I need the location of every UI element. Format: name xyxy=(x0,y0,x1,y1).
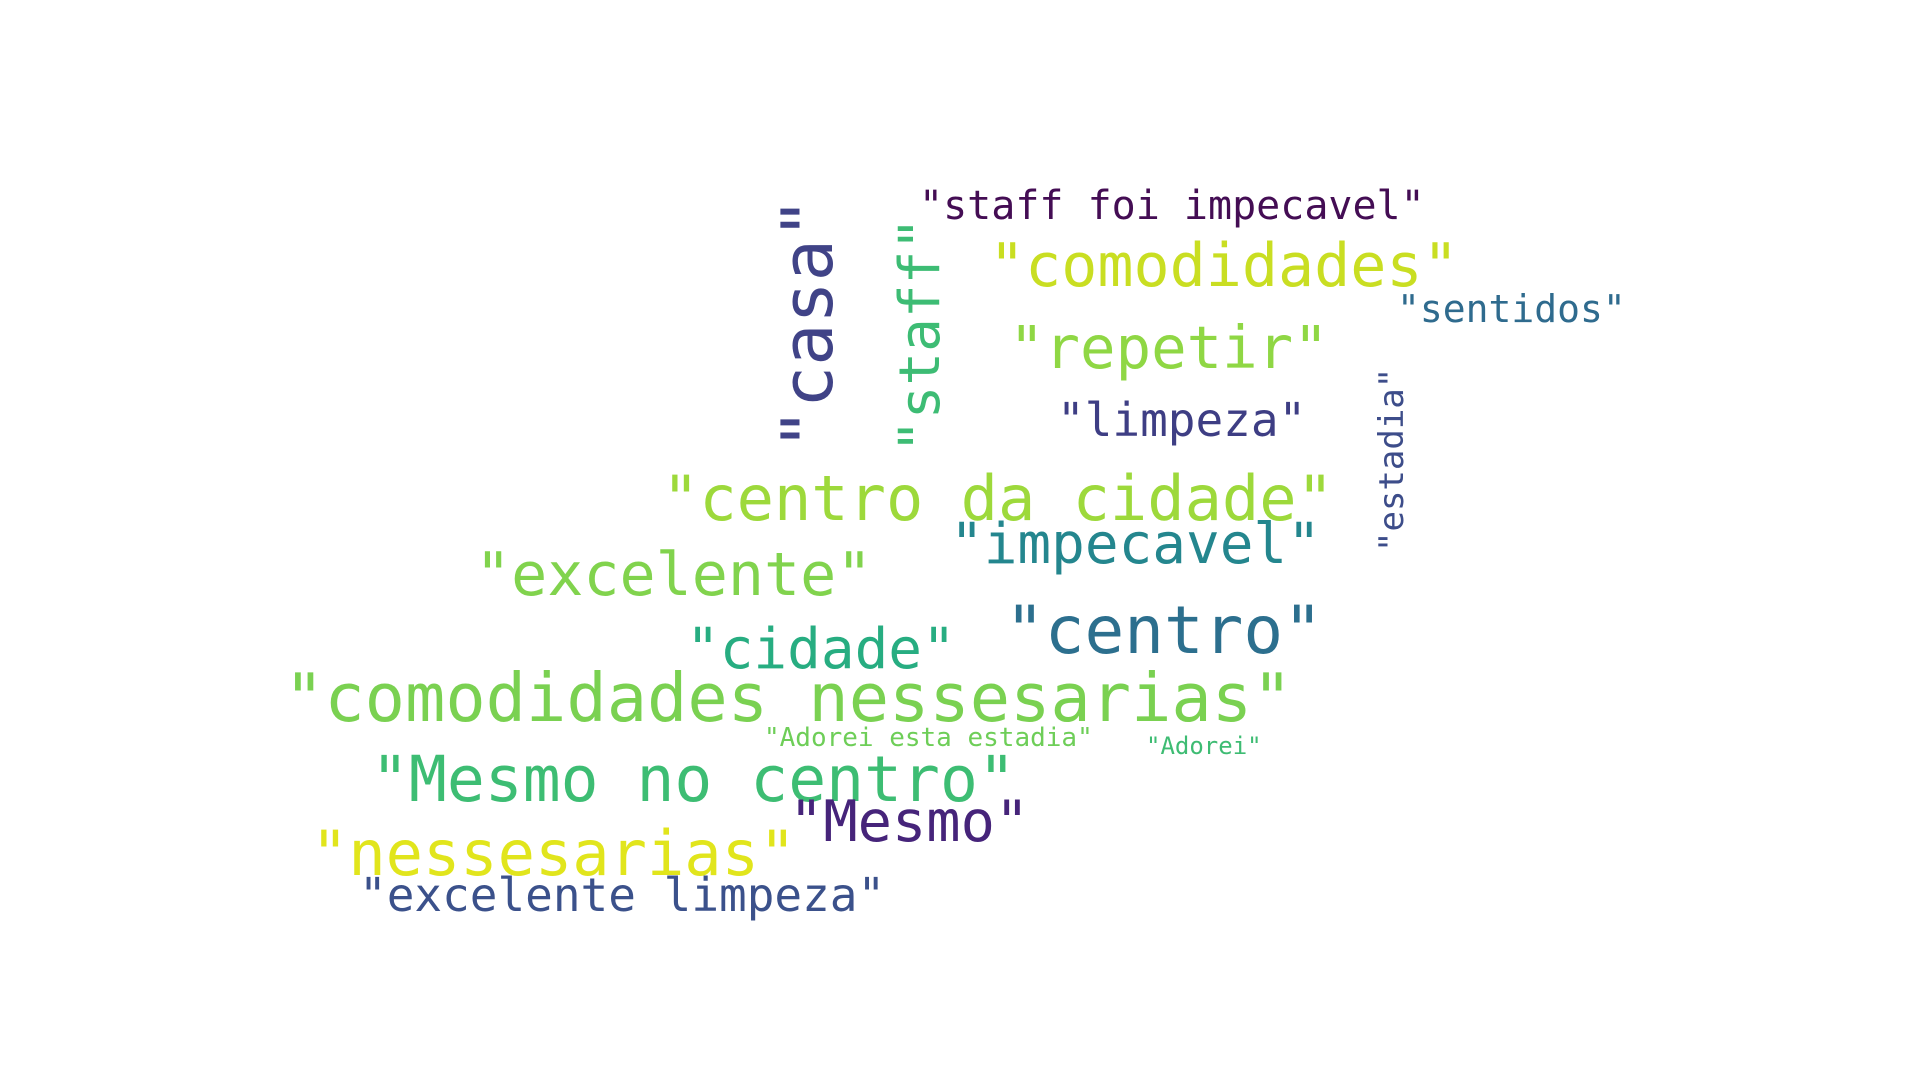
word-mesmo-no-centro: "Mesmo no centro" xyxy=(371,743,1016,816)
word-excelente: "excelente" xyxy=(475,540,873,610)
word-staff: "staff" xyxy=(888,216,953,453)
word-cidade: "cidade" xyxy=(686,617,956,682)
word-repetir: "repetir" xyxy=(1009,313,1329,382)
word-mesmo: "Mesmo" xyxy=(789,789,1030,855)
word-adorei-esta-estadia: "Adorei esta estadia" xyxy=(764,723,1093,753)
word-sentidos: "sentidos" xyxy=(1397,287,1626,331)
word-centro-da-cidade: "centro da cidade" xyxy=(662,462,1334,535)
word-limpeza: "limpeza" xyxy=(1057,393,1307,447)
word-comodidades-nessesarias: "comodidades nessesarias" xyxy=(284,659,1293,737)
word-nessesarias: "nessesarias" xyxy=(311,817,797,890)
word-staff-foi-impecavel: "staff foi impecavel" xyxy=(919,183,1425,229)
word-impecavel: "impecavel" xyxy=(950,512,1321,577)
word-estadia: "estadia" xyxy=(1372,367,1412,552)
word-comodidades: "comodidades" xyxy=(989,231,1459,301)
word-excelente-limpeza: "excelente limpeza" xyxy=(359,868,886,922)
word-casa: "casa" xyxy=(767,197,849,450)
word-adorei: "Adorei" xyxy=(1146,732,1262,760)
word-centro: "centro" xyxy=(1005,592,1323,669)
